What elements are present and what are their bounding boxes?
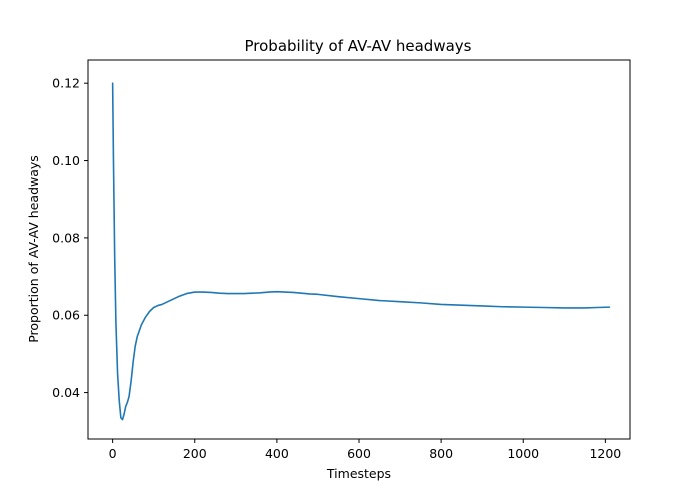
x-axis-label: Timesteps [326, 466, 391, 481]
x-tick-label: 1000 [507, 446, 539, 461]
x-tick-label: 200 [183, 446, 207, 461]
x-tick-label: 600 [347, 446, 371, 461]
x-tick-label: 800 [429, 446, 453, 461]
y-axis-label: Proportion of AV-AV headways [26, 155, 41, 343]
series-line-0 [111, 82, 611, 421]
y-tick-label: 0.10 [52, 153, 80, 168]
x-tick-label: 400 [265, 446, 289, 461]
x-tick-label: 1200 [589, 446, 621, 461]
y-tick-label: 0.12 [52, 76, 80, 91]
x-tick-label: 0 [109, 446, 117, 461]
series-layer [111, 82, 611, 421]
y-tick-label: 0.04 [52, 385, 80, 400]
y-axis: 0.04 0.06 0.08 0.10 0.12 [52, 76, 88, 400]
plot-area-frame [87, 59, 631, 440]
y-tick-label: 0.08 [52, 230, 80, 245]
y-tick-label: 0.06 [52, 308, 80, 323]
x-axis: 0 200 400 600 800 1000 1200 [109, 439, 621, 461]
chart-title: Probability of AV-AV headways [245, 37, 472, 55]
